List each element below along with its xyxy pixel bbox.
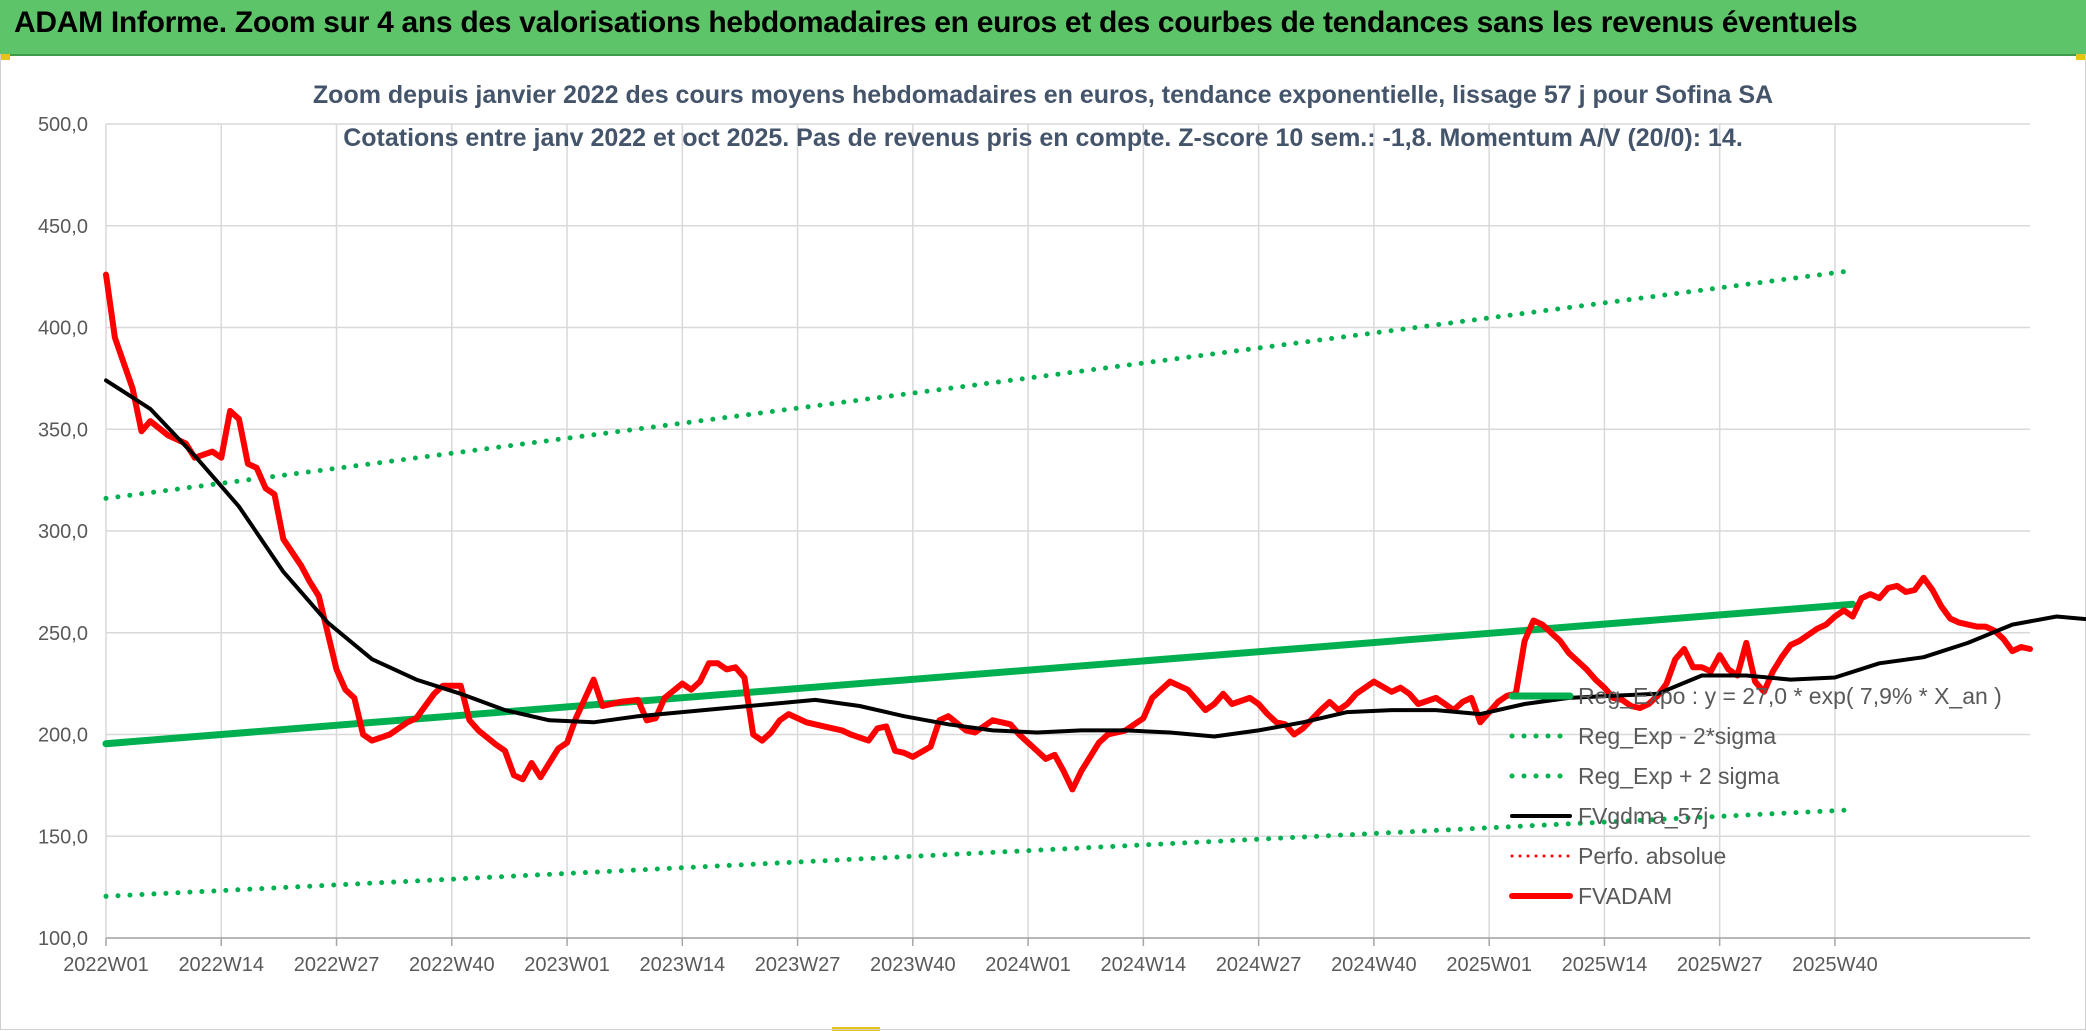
- x-tick-label: 2025W40: [1792, 954, 1878, 976]
- x-tick-label: 2024W27: [1216, 954, 1302, 976]
- legend-label: Reg_Exp - 2*sigma: [1578, 723, 1776, 749]
- legend-label: FVADAM: [1578, 883, 1672, 909]
- reg-exp-plus-2sigma-line: [103, 268, 1856, 501]
- x-tick-label: 2025W14: [1562, 954, 1648, 976]
- fvgdma-57j-line: [104, 378, 2086, 739]
- x-tick-label: 2023W40: [870, 954, 956, 976]
- x-tick-label: 2024W14: [1101, 954, 1187, 976]
- x-axis: 2022W01 2022W14 2022W27 2022W40 2023W01 2023W…: [63, 954, 1878, 976]
- x-tick-label: 2023W01: [524, 954, 610, 976]
- legend-label: FVgdma_57j: [1578, 803, 1708, 829]
- header-bar: ADAM Informe. Zoom sur 4 ans des valoris…: [0, 0, 2086, 56]
- x-tick-label: 2022W40: [409, 954, 495, 976]
- legend-label: Perfo. absolue: [1578, 843, 1726, 869]
- x-tick-label: 2024W40: [1331, 954, 1417, 976]
- chart-title: Zoom depuis janvier 2022 des cours moyen…: [313, 81, 1773, 109]
- y-tick-label: 300,0: [38, 521, 88, 543]
- y-tick-label: 200,0: [38, 725, 88, 747]
- reg-exp-minus-2sigma-line: [103, 807, 1856, 899]
- legend: Reg_Expo : y = 27,0 * exp( 7,9% * X_an )…: [1508, 683, 2002, 909]
- accent-left: [0, 54, 10, 60]
- series: [102, 268, 2086, 899]
- y-tick-label: 100,0: [38, 928, 88, 950]
- line-chart: 100,0 150,0 200,0 250,0 300,0 350,0 400,0 450,0…: [38, 81, 2086, 976]
- legend-label: Reg_Expo : y = 27,0 * exp( 7,9% * X_an ): [1578, 683, 2002, 709]
- reg-expo-line: [102, 600, 1857, 748]
- x-tick-label: 2023W14: [640, 954, 726, 976]
- x-tick-label: 2022W01: [63, 954, 149, 976]
- x-tick-label: 2023W27: [755, 954, 841, 976]
- y-tick-label: 500,0: [38, 114, 88, 136]
- report-title: ADAM Informe. Zoom sur 4 ans des valoris…: [14, 6, 1858, 39]
- y-axis: 100,0 150,0 200,0 250,0 300,0 350,0 400,0 450,0…: [38, 114, 88, 950]
- y-tick-label: 350,0: [38, 419, 88, 441]
- grid: [105, 123, 2030, 946]
- accent-right: [2076, 54, 2086, 60]
- x-tick-label: 2025W01: [1446, 954, 1532, 976]
- x-tick-label: 2024W01: [985, 954, 1071, 976]
- y-tick-label: 450,0: [38, 216, 88, 238]
- fvadam-line: [103, 271, 2033, 793]
- x-tick-label: 2022W14: [178, 954, 264, 976]
- legend-label: Reg_Exp + 2 sigma: [1578, 763, 1780, 789]
- y-tick-label: 150,0: [38, 826, 88, 848]
- y-tick-label: 400,0: [38, 318, 88, 340]
- chart-subtitle: Cotations entre janv 2022 et oct 2025. P…: [343, 124, 1743, 152]
- y-tick-label: 250,0: [38, 623, 88, 645]
- x-tick-label: 2022W27: [294, 954, 380, 976]
- x-tick-label: 2025W27: [1677, 954, 1763, 976]
